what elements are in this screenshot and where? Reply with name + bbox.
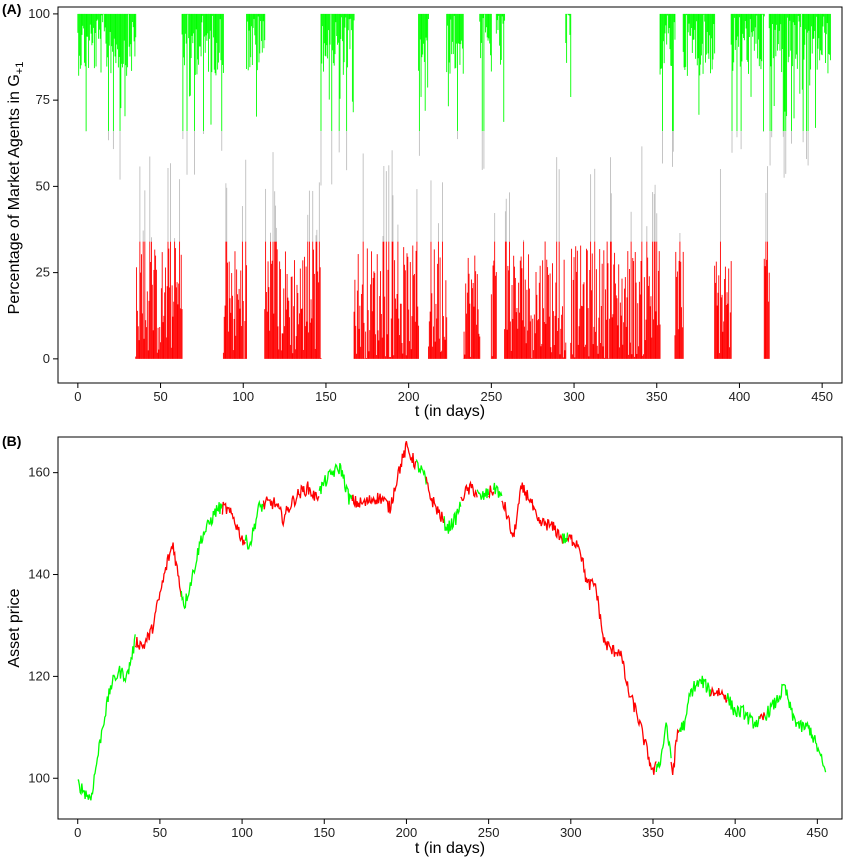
price-segment-green <box>180 502 224 610</box>
price-segment-green <box>77 634 136 801</box>
green-regime-segment <box>181 13 224 175</box>
green-regime-segment <box>320 13 355 186</box>
price-segment-red <box>221 501 246 546</box>
x-tick-label: 400 <box>724 825 746 840</box>
panel-b-y-axis-title: Asset price <box>6 588 23 667</box>
green-regime-segment <box>682 13 716 115</box>
y-tick-label: 120 <box>28 668 50 683</box>
red-regime-segment <box>504 157 567 359</box>
panel-b-label: (B) <box>2 433 21 449</box>
x-tick-label: 300 <box>563 389 585 404</box>
x-tick-label: 100 <box>232 389 254 404</box>
green-regime-segment <box>768 13 831 178</box>
green-regime-segment <box>446 13 464 140</box>
panel-b-frame <box>57 436 843 820</box>
red-regime-segment <box>428 180 448 359</box>
price-segment-red <box>134 542 182 650</box>
x-tick-label: 50 <box>153 389 167 404</box>
green-regime-segment <box>659 13 676 167</box>
price-segment-green <box>476 488 490 500</box>
red-regime-segment <box>714 168 732 359</box>
panel-b: (B) 0 50 100 150 200 250 300 350 400 450 100 120 14… <box>2 433 843 857</box>
x-tick-label: 250 <box>478 825 500 840</box>
price-segment-green <box>244 499 265 550</box>
price-segment-red <box>670 728 680 775</box>
x-tick-label: 150 <box>315 389 337 404</box>
red-regime-segment <box>135 156 183 359</box>
x-tick-label: 350 <box>646 389 668 404</box>
panel-a-series <box>77 13 831 359</box>
green-regime-segment <box>565 13 572 97</box>
red-regime-segment <box>222 159 248 359</box>
red-regime-segment <box>264 152 322 359</box>
y-tick-label: 75 <box>36 92 50 107</box>
price-segment-red <box>425 476 445 524</box>
x-tick-label: 450 <box>811 389 833 404</box>
x-tick-label: 350 <box>642 825 664 840</box>
y-tick-label: 100 <box>28 6 50 21</box>
x-tick-label: 200 <box>396 825 418 840</box>
x-tick-label: 50 <box>153 825 167 840</box>
price-segment-red <box>709 685 728 703</box>
x-tick-label: 400 <box>729 389 751 404</box>
panel-b-y-axis: 100 120 140 160 <box>28 465 58 785</box>
price-segment-red <box>351 441 417 514</box>
price-segment-green <box>561 532 569 544</box>
price-segment-green <box>318 462 353 505</box>
red-regime-segment <box>763 166 770 359</box>
y-tick-label: 25 <box>36 265 50 280</box>
x-tick-label: 0 <box>74 389 81 404</box>
red-regime-segment <box>462 255 481 359</box>
price-segment-red <box>262 481 320 528</box>
price-segment-green <box>492 482 503 498</box>
panel-a-x-axis-title: t (in days) <box>415 403 485 420</box>
panel-b-x-axis: 0 50 100 150 200 250 300 350 400 450 <box>74 819 828 840</box>
panel-a-y-axis-title: Percentage of Market Agents in G+1 <box>6 62 26 315</box>
y-tick-label: 140 <box>28 567 50 582</box>
panel-b-x-axis-title: t (in days) <box>415 840 485 857</box>
red-regime-segment <box>490 213 497 359</box>
x-tick-label: 200 <box>398 389 420 404</box>
green-regime-segment <box>495 13 506 122</box>
red-regime-segment <box>674 232 684 359</box>
panel-a-label: (A) <box>2 1 21 17</box>
green-regime-segment <box>418 13 429 156</box>
panel-b-series <box>77 441 827 801</box>
price-segment-red <box>460 480 478 502</box>
red-regime-segment <box>570 146 661 359</box>
y-tick-label: 160 <box>28 465 50 480</box>
y-tick-label: 0 <box>43 351 50 366</box>
panel-a-y-axis: 0 25 50 75 100 <box>28 6 58 366</box>
price-segment-green <box>443 501 462 534</box>
x-tick-label: 450 <box>806 825 828 840</box>
panel-a-y-axis-title-subscript: +1 <box>14 62 26 75</box>
x-tick-label: 0 <box>74 825 81 840</box>
green-regime-segment <box>77 13 137 180</box>
panel-a-y-axis-title-main: Percentage of Market Agents in G <box>6 74 23 314</box>
x-tick-label: 100 <box>231 825 253 840</box>
price-segment-green <box>655 722 672 773</box>
price-segment-red <box>759 712 766 721</box>
x-tick-label: 300 <box>560 825 582 840</box>
price-segment-green <box>726 693 761 729</box>
panel-a-frame <box>57 6 843 384</box>
price-segment-red <box>501 482 564 544</box>
price-segment-green <box>678 675 712 732</box>
price-segment-red <box>566 534 657 775</box>
price-segment-red <box>488 485 495 499</box>
panel-a-x-axis: 0 50 100 150 200 250 300 350 400 450 <box>74 383 833 404</box>
green-regime-segment <box>479 13 492 170</box>
y-tick-label: 100 <box>28 770 50 785</box>
price-segment-green <box>764 683 827 773</box>
x-tick-label: 250 <box>480 389 502 404</box>
x-tick-label: 150 <box>313 825 335 840</box>
panel-a: (A) 0 50 100 150 200 250 300 350 400 450 0 25 50 75 1… <box>2 1 843 420</box>
y-tick-label: 50 <box>36 178 50 193</box>
price-segment-green <box>415 459 427 485</box>
red-regime-segment <box>353 150 420 359</box>
green-regime-segment <box>730 13 765 153</box>
green-regime-segment <box>246 13 266 117</box>
